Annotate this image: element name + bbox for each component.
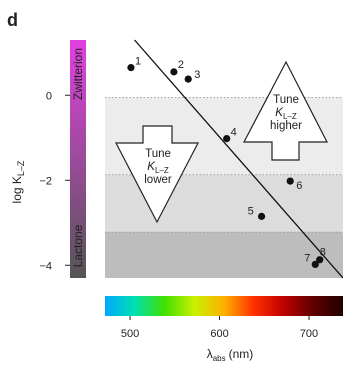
band-3: [105, 232, 343, 278]
arrow-label-line1: Tune: [145, 148, 171, 160]
color-bar: [105, 296, 343, 316]
data-point-label-8: 8: [320, 247, 326, 259]
zwitterion-label: Zwitterion: [71, 48, 85, 100]
arrow-label-line3: lower: [144, 174, 172, 186]
data-point-3: [184, 75, 192, 83]
data-point-7: [311, 260, 319, 268]
x-axis-label: λ: [207, 347, 213, 361]
data-point-1: [127, 64, 135, 72]
data-point-label-2: 2: [178, 59, 184, 71]
x-axis-ticks: 500 600 700: [121, 316, 318, 340]
y-axis-label: log K: [10, 176, 24, 203]
trend-line: [134, 39, 343, 279]
y-tick-label: 0: [46, 90, 52, 102]
arrow-label-k: K: [275, 107, 284, 119]
arrow-label-line2: KL–Z: [147, 161, 169, 175]
y-tick-label: −4: [39, 260, 52, 272]
data-point-label-7: 7: [304, 252, 310, 264]
arrow-label-k: K: [147, 161, 156, 173]
arrow-label-line2: KL–Z: [275, 107, 297, 121]
arrow-label-line3: higher: [270, 120, 302, 132]
arrow-shape-down: [115, 125, 199, 224]
y-tick-label: −2: [39, 175, 52, 187]
x-axis-title: λabs (nm): [207, 347, 254, 363]
y-axis-ticks: 0 −2 −4: [39, 90, 70, 272]
data-point-label-4: 4: [231, 127, 237, 139]
y-axis-label-subscript: L–Z: [16, 160, 26, 176]
x-tick-label: 700: [300, 328, 318, 340]
data-point-6: [286, 177, 294, 185]
data-point-label-1: 1: [135, 56, 141, 68]
arrow-label-subscript: L–Z: [155, 166, 169, 175]
arrow-shape-up: [243, 60, 328, 161]
data-point-5: [257, 212, 266, 220]
lactone-label: Lactone: [71, 224, 85, 267]
x-axis-unit: (nm): [229, 347, 254, 361]
arrow-label-line1: Tune: [273, 94, 299, 106]
x-tick-label: 500: [121, 328, 139, 340]
data-point-label-6: 6: [296, 180, 302, 192]
data-point-label-3: 3: [194, 69, 200, 81]
x-axis-label-subscript: abs: [213, 354, 226, 363]
y-axis-title: log KL–Z: [10, 160, 26, 203]
data-point-label-5: 5: [248, 205, 254, 217]
data-point-8: [316, 256, 324, 264]
arrow-label-subscript: L–Z: [283, 112, 297, 121]
data-point-4: [223, 135, 231, 143]
data-point-2: [170, 68, 178, 76]
state-bar: [70, 40, 86, 278]
panel-letter: d: [7, 10, 18, 30]
x-tick-label: 600: [210, 328, 228, 340]
